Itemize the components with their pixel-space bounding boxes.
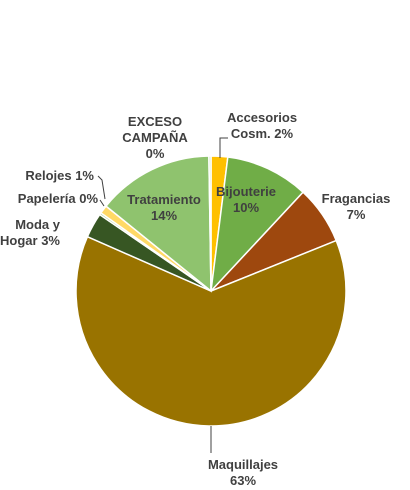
data-label-line: Maquillajes — [208, 457, 278, 472]
data-label-line: 0% — [146, 146, 165, 161]
data-label-relojes: Relojes 1% — [25, 168, 94, 183]
data-label-line: Bijouterie — [216, 184, 276, 199]
data-label-exceso-campana: EXCESO CAMPAÑA 0% — [122, 114, 188, 161]
data-label-line: Cosm. 2% — [231, 126, 294, 141]
leader-line-accesorios-cosm — [219, 137, 228, 158]
data-label-moda-y-hogar: Moda y Hogar 3% — [0, 217, 61, 248]
data-label-line: 14% — [151, 208, 177, 223]
data-label-line: Papelería 0% — [18, 191, 99, 206]
data-label-fragancias: Fragancias 7% — [322, 191, 391, 222]
data-label-line: EXCESO — [128, 114, 182, 129]
data-label-tratamiento: Tratamiento 14% — [127, 192, 201, 223]
pie-slice-bijouterie — [209, 156, 305, 294]
data-label-line: Tratamiento — [127, 192, 201, 207]
pie-slice-exceso-campana — [208, 155, 212, 292]
data-label-line: Accesorios — [227, 110, 297, 125]
data-label-line: 10% — [233, 200, 259, 215]
data-label-line: 7% — [347, 207, 366, 222]
data-label-maquillajes: Maquillajes 63% — [208, 457, 278, 488]
data-label-papeleria: Papelería 0% — [18, 191, 99, 206]
data-label-line: Fragancias — [322, 191, 391, 206]
data-label-line: Moda y — [15, 217, 61, 232]
data-label-line: 63% — [230, 473, 256, 488]
data-label-bijouterie: Bijouterie 10% — [216, 184, 276, 215]
data-label-line: Relojes 1% — [25, 168, 94, 183]
pie-slice-maquillajes — [75, 235, 347, 427]
leader-line-papeleria — [99, 199, 105, 207]
data-label-line: CAMPAÑA — [122, 130, 188, 145]
data-label-line: Hogar 3% — [0, 233, 60, 248]
pie-slice-tratamiento — [104, 155, 212, 293]
leader-line-relojes — [97, 175, 106, 200]
data-label-accesorios-cosm: Accesorios Cosm. 2% — [227, 110, 297, 141]
